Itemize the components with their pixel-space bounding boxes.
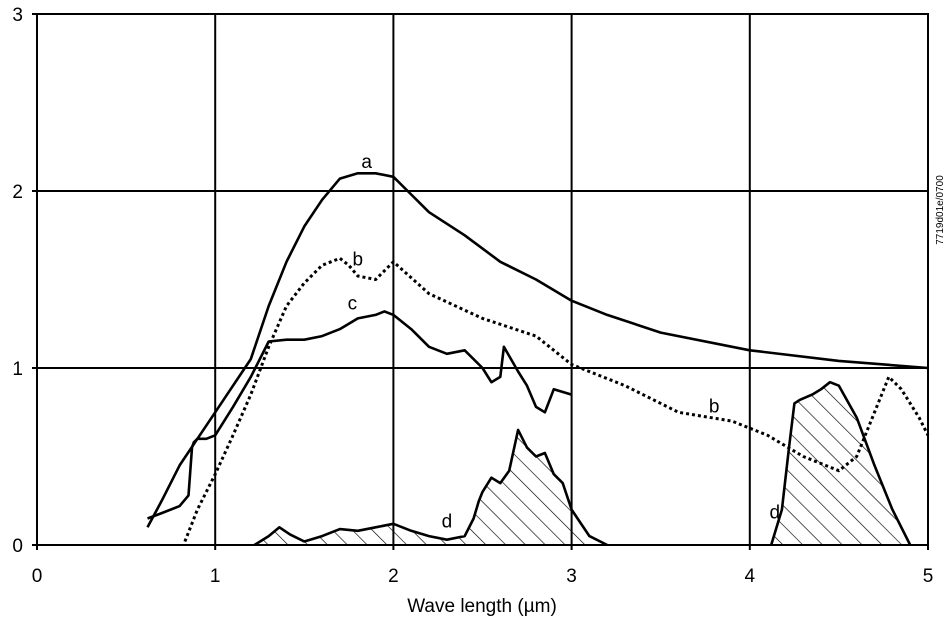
x-tick-label: 3 xyxy=(566,566,577,587)
curve-label-d: d xyxy=(442,511,453,532)
curve-label-b: b xyxy=(352,249,363,270)
series-a-line xyxy=(146,172,929,528)
x-tick-label: 0 xyxy=(32,566,43,587)
y-tick-label: 0 xyxy=(12,536,23,557)
series-d-fill-1 xyxy=(254,429,608,545)
curve-label-c: c xyxy=(348,294,358,315)
figure-code: 7719d01e/0700 xyxy=(935,175,946,245)
series-b-line xyxy=(183,256,930,543)
y-tick-label: 2 xyxy=(12,182,23,203)
y-tick-label: 1 xyxy=(12,359,23,380)
x-tick-label: 2 xyxy=(388,566,399,587)
x-axis-label: Wave length (µm) xyxy=(407,596,557,617)
curve-label-d: d xyxy=(769,502,780,523)
x-tick-label: 5 xyxy=(923,566,934,587)
curve-labels: a b c b d d xyxy=(348,152,780,532)
series-d-fill-2 xyxy=(771,382,911,545)
plot-area xyxy=(146,172,930,547)
series-d-outline-1 xyxy=(253,428,608,547)
x-tick-label: 4 xyxy=(745,566,756,587)
tick-labels: 0 1 2 3 4 5 0 1 2 3 xyxy=(12,5,933,587)
series-c-line xyxy=(147,310,572,520)
x-tick-label: 1 xyxy=(210,566,221,587)
curve-label-a: a xyxy=(361,152,372,173)
series-d-outline-2 xyxy=(769,380,912,546)
y-tick-label: 3 xyxy=(12,5,23,26)
curve-label-b: b xyxy=(709,396,720,417)
